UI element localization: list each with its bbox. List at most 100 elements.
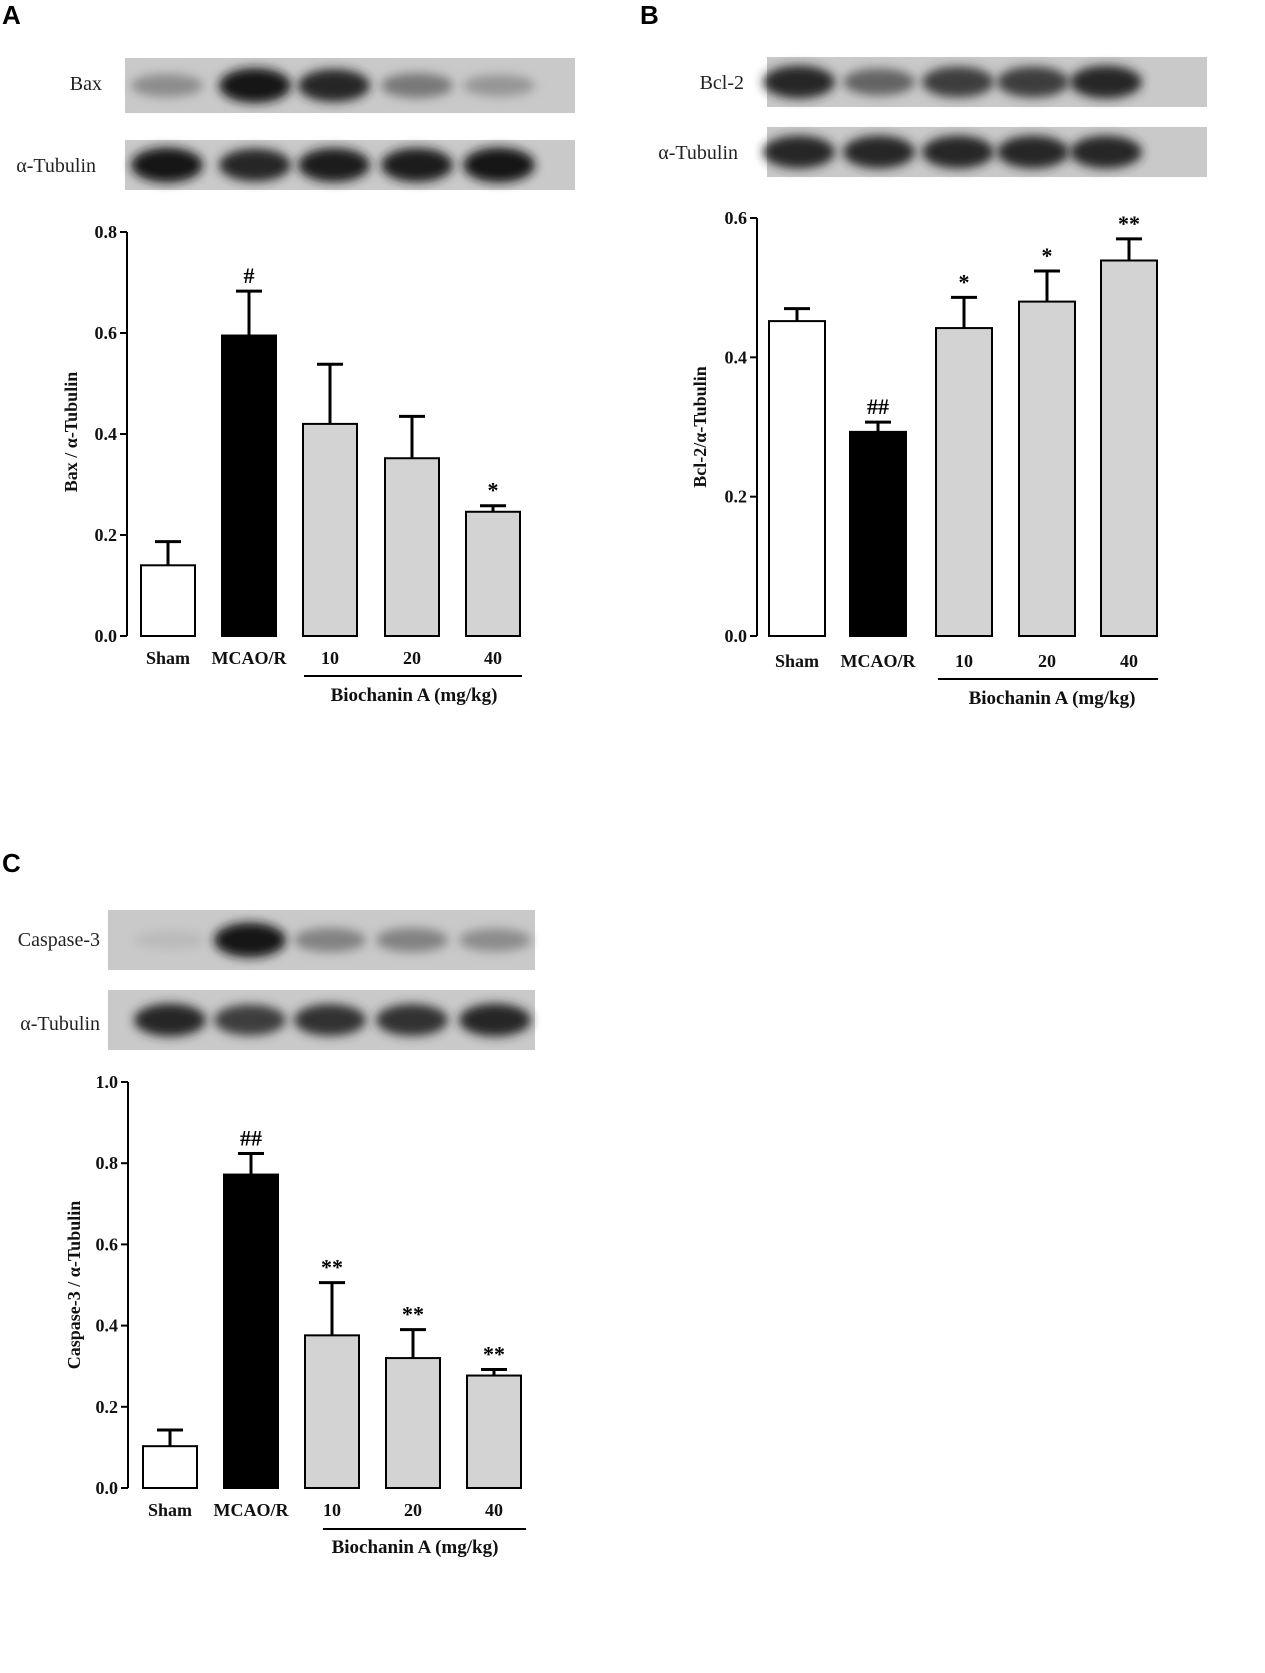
panel-letter-a: A <box>2 0 21 30</box>
category-label: 20 <box>403 648 421 668</box>
category-label: 40 <box>485 1500 503 1520</box>
panel-letter-b: B <box>640 0 659 30</box>
significance-marker: # <box>244 263 255 288</box>
blot-band <box>463 147 535 183</box>
blot-strip-1 <box>125 140 575 190</box>
blot-band <box>922 135 994 169</box>
blot-band <box>219 148 291 182</box>
blot-label: α-Tubulin <box>20 1013 100 1035</box>
y-tick-label: 0.2 <box>725 487 748 507</box>
y-tick-label: 0.0 <box>725 626 748 646</box>
blot-band <box>376 1004 448 1036</box>
significance-marker: ## <box>867 394 889 419</box>
category-label: 40 <box>484 648 502 668</box>
bar-MCAO/R <box>223 1173 279 1489</box>
blot-strip-0 <box>125 58 575 113</box>
category-label: MCAO/R <box>212 648 288 668</box>
blot-band <box>922 66 994 98</box>
bar-20 <box>1018 300 1076 637</box>
bar-20 <box>385 1357 441 1490</box>
blot-band <box>997 135 1069 169</box>
blot-band <box>1070 65 1142 99</box>
category-label: 20 <box>404 1500 422 1520</box>
blot-band <box>134 1003 206 1037</box>
bar-10 <box>304 1334 360 1489</box>
blot-band <box>376 928 448 952</box>
blot-band <box>1070 135 1142 169</box>
significance-marker: * <box>1042 243 1053 268</box>
blot-band <box>219 68 291 103</box>
category-label: MCAO/R <box>841 651 917 671</box>
panel-a-figure: Bax α-Tubulin 0.0 0.2 0.4 0.6 0.8 Bax / α-Tubul… <box>16 58 575 706</box>
blot-band <box>294 928 366 952</box>
y-axis-label: Bcl-2/α-Tubulin <box>690 366 710 487</box>
blot-label: Bax <box>70 73 102 95</box>
bar-Sham <box>142 1445 198 1490</box>
bar-40 <box>1100 259 1158 637</box>
category-label: Sham <box>775 651 819 671</box>
blot-label: α-Tubulin <box>658 142 738 164</box>
group-label: Biochanin A (mg/kg) <box>332 1537 499 1558</box>
blot-band <box>459 928 531 952</box>
blot-band <box>294 1004 366 1036</box>
significance-marker: ** <box>1118 211 1140 236</box>
panel-letter-c: C <box>2 848 21 878</box>
blot-band <box>134 930 206 950</box>
panel-c: C Caspase-3 α-Tubulin 0.0 0.2 0.4 0.6 0.8 1.0 Ca… <box>0 840 620 1668</box>
category-label: Sham <box>148 1500 192 1520</box>
bar-10 <box>302 422 358 637</box>
blot-label: Caspase-3 <box>18 929 100 951</box>
y-tick-label: 0.2 <box>95 525 118 545</box>
blot-strip-1 <box>763 127 1207 177</box>
y-tick-label: 0.4 <box>96 1316 119 1336</box>
blot-band <box>214 922 286 958</box>
category-label: Sham <box>146 648 190 668</box>
bar-MCAO/R <box>221 334 277 637</box>
y-tick-label: 0.6 <box>725 208 748 228</box>
significance-marker: ** <box>483 1341 505 1366</box>
significance-marker: ** <box>402 1302 424 1327</box>
blot-band <box>381 73 453 98</box>
y-tick-label: 0.4 <box>95 424 118 444</box>
blot-band <box>459 1003 531 1037</box>
blot-band <box>843 135 915 169</box>
y-tick-label: 0.8 <box>96 1153 119 1173</box>
panel-b: B Bcl-2 α-Tubulin 0.0 0.2 0.4 0.6 Bcl-2/α-Tubu… <box>636 0 1265 740</box>
group-label: Biochanin A (mg/kg) <box>969 688 1136 709</box>
blot-band <box>381 148 453 182</box>
category-label: MCAO/R <box>214 1500 290 1520</box>
y-tick-label: 0.6 <box>95 323 118 343</box>
blot-strip-1 <box>108 990 535 1050</box>
bar-Sham <box>768 320 826 637</box>
blot-band <box>131 147 203 183</box>
y-tick-label: 0.8 <box>95 222 118 242</box>
category-label: 10 <box>323 1500 341 1520</box>
category-label: 10 <box>321 648 339 668</box>
y-tick-label: 0.4 <box>725 347 748 367</box>
y-axis-label: Caspase-3 / α-Tubulin <box>64 1201 84 1369</box>
significance-marker: * <box>959 269 970 294</box>
blot-strip-0 <box>108 910 535 970</box>
y-axis-label: Bax / α-Tubulin <box>61 372 81 492</box>
y-tick-label: 0.0 <box>96 1478 119 1498</box>
blot-band <box>843 68 915 96</box>
significance-marker: * <box>488 478 499 503</box>
blot-label: Bcl-2 <box>700 72 744 94</box>
blot-band <box>463 74 535 97</box>
bar-MCAO/R <box>849 430 907 638</box>
panel-c-figure: Caspase-3 α-Tubulin 0.0 0.2 0.4 0.6 0.8 1.0 Casp… <box>18 910 535 1558</box>
blot-band <box>763 65 835 99</box>
y-tick-label: 0.6 <box>96 1234 119 1254</box>
bar-Sham <box>140 564 196 637</box>
significance-marker: ** <box>321 1255 343 1280</box>
significance-marker: ## <box>240 1125 262 1150</box>
blot-band <box>298 148 370 182</box>
blot-band <box>997 66 1069 98</box>
group-label: Biochanin A (mg/kg) <box>331 685 498 706</box>
bar-10 <box>935 327 993 637</box>
blot-band <box>763 135 835 169</box>
category-label: 40 <box>1120 651 1138 671</box>
panel-a: A Bax α-Tubulin 0.0 0.2 0.4 0.6 0.8 Bax / α-Tub… <box>0 0 620 740</box>
category-label: 10 <box>955 651 973 671</box>
blot-band <box>298 69 370 102</box>
